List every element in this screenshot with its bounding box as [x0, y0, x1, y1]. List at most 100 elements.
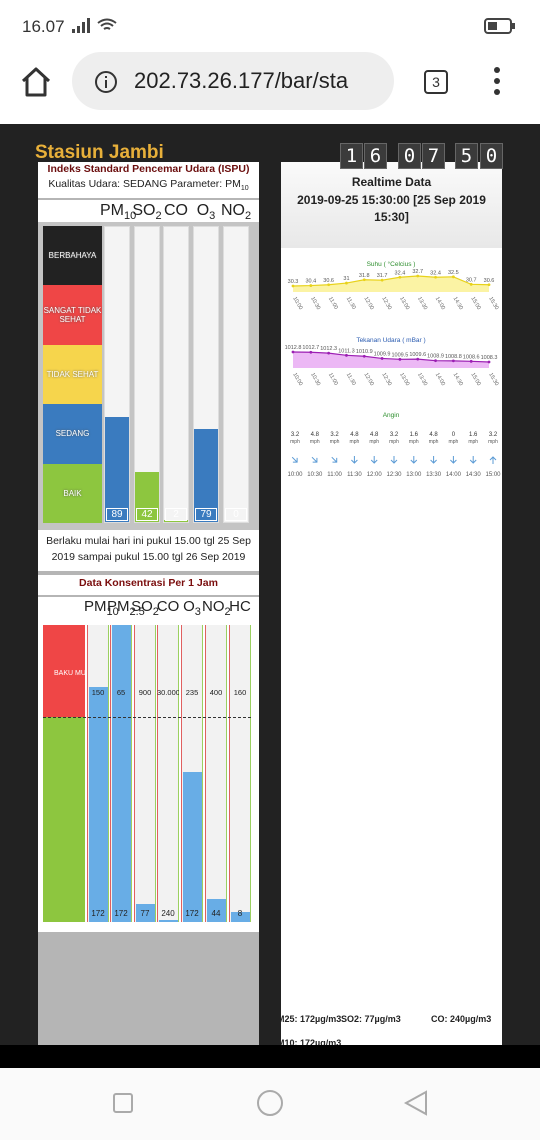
mini-point [487, 283, 491, 287]
ispu-column [223, 226, 249, 523]
mini-value-label: 1010.9 [356, 349, 373, 355]
wind-time: 11:00 [327, 472, 342, 478]
mini-value-label: 31 [343, 276, 349, 282]
mini-time-label: 14:00 [434, 296, 446, 311]
baku-mutu-ok-block [43, 717, 85, 922]
bottom-strip [0, 1045, 540, 1068]
realtime-timestamp: 2019-09-25 15:30:00 [25 Sep 2019 15:30] [297, 193, 486, 224]
parameter-header: PM10 [100, 202, 136, 222]
ispu-bar [194, 428, 218, 522]
mini-point [398, 357, 402, 361]
parameter-name: O [196, 202, 210, 219]
mini-point [380, 278, 384, 282]
mini-point [309, 350, 313, 354]
konsentrasi-column [110, 625, 132, 922]
wind-arrow [390, 456, 398, 464]
mini-value-label: 1009.5 [391, 352, 408, 358]
wind-speed: 4.8 [350, 432, 359, 438]
ispu-level: SEDANG [43, 404, 102, 464]
konsentrasi-column [181, 625, 203, 922]
parameter-subscript: 2 [224, 606, 231, 618]
wind-arrow [331, 456, 338, 463]
wind-speed: 0 [452, 432, 456, 438]
parameter-name: CO [164, 202, 188, 219]
ispu-column [163, 226, 189, 523]
mini-point [362, 354, 366, 358]
konsentrasi-column [134, 625, 156, 922]
tab-count[interactable]: 3 [424, 70, 448, 94]
info-icon[interactable] [94, 70, 118, 94]
home-nav-button[interactable] [257, 1090, 283, 1116]
konsentrasi-value-label: 77 [140, 909, 150, 918]
mini-value-label: 32.4 [430, 270, 441, 276]
threshold-label: 150 [91, 688, 105, 697]
konsentrasi-value-label: 172 [114, 909, 128, 918]
quality-text: Kualitas Udara: SEDANG Parameter: PM [48, 178, 241, 190]
konsentrasi-bar [159, 920, 178, 922]
quality-subscript: 10 [240, 185, 249, 193]
mini-time-label: 10:30 [309, 372, 321, 387]
parameter-subscript: 2 [244, 210, 252, 223]
threshold-label: 160 [233, 688, 247, 697]
mini-value-label: 1008.9 [427, 354, 444, 360]
wind-arrow [370, 456, 378, 464]
wind-title: Angin [383, 412, 400, 419]
level-label: BERBAHAYA [48, 251, 97, 261]
wind-speed: 4.8 [370, 432, 379, 438]
mini-point [469, 282, 473, 286]
konsentrasi-value-label: 172 [91, 909, 105, 918]
menu-button[interactable] [492, 66, 502, 96]
mini-time-label: 13:30 [416, 296, 428, 311]
parameter-subscript: 2 [155, 210, 162, 223]
ticker-item: SO2: 77µg/m3 [341, 1014, 401, 1024]
level-label: TIDAK SEHAT [46, 369, 99, 379]
parameter-name: HC [229, 598, 251, 615]
ispu-param-bg [38, 200, 259, 222]
wind-unit: mph [429, 439, 439, 445]
konsentrasi-column [87, 625, 109, 922]
back-button[interactable] [403, 1090, 427, 1116]
clock-digit: 6 [364, 143, 387, 169]
mini-point [345, 281, 348, 285]
parameter-subscript: 2 [152, 606, 159, 618]
recent-button[interactable] [113, 1093, 133, 1113]
clock-digit: 0 [480, 143, 503, 169]
ispu-level: SANGAT TIDAK SEHAT [43, 285, 102, 345]
wind-time: 15:00 [485, 472, 501, 478]
ispu-validity: Berlaku mulai hari ini pukul 15.00 tgl 2… [38, 530, 259, 571]
parameter-subscript: 3 [194, 606, 201, 618]
ticker-item: PM25: 172µg/m3 [281, 1014, 342, 1024]
mini-time-label: 10:30 [309, 296, 321, 311]
mini-time-label: 12:00 [363, 296, 375, 311]
clock-digit: 7 [422, 143, 445, 169]
threshold-label: 900 [138, 688, 152, 697]
mini-time-label: 11:00 [327, 372, 339, 387]
signal-icons [72, 18, 117, 33]
mini-value-label: 30.3 [288, 279, 299, 285]
home-button[interactable] [20, 66, 52, 98]
mini-point [469, 359, 473, 363]
mini-point [327, 351, 331, 355]
mini-value-label: 30.6 [484, 278, 495, 284]
parameter-subscript: 2.5 [129, 606, 145, 618]
mini-time-label: 12:00 [363, 372, 375, 387]
mini-chart-title: Suhu ( °Celcius ) [367, 260, 416, 268]
threshold-label: 235 [185, 688, 199, 697]
clock-digit: 1 [340, 143, 363, 169]
mini-point [362, 278, 366, 282]
mini-point [416, 357, 420, 361]
ispu-level: BAIK [43, 463, 102, 523]
wind-unit: mph [350, 439, 360, 445]
mini-point [487, 360, 491, 364]
konsentrasi-column [229, 625, 251, 922]
wind-arrow [291, 456, 298, 463]
mini-value-label: 1008.3 [481, 355, 498, 361]
parameter-header: CO [154, 598, 182, 615]
mini-time-label: 14:00 [434, 372, 446, 387]
parameter-header: NO2 [219, 202, 253, 222]
mini-value-label: 1012.7 [302, 345, 319, 351]
parameter-header: O3 [178, 598, 206, 618]
url-field[interactable]: 202.73.26.177/bar/sta [72, 52, 394, 110]
wind-unit: mph [330, 439, 340, 445]
ticker-item: CO: 240µg/m3 [431, 1014, 492, 1024]
